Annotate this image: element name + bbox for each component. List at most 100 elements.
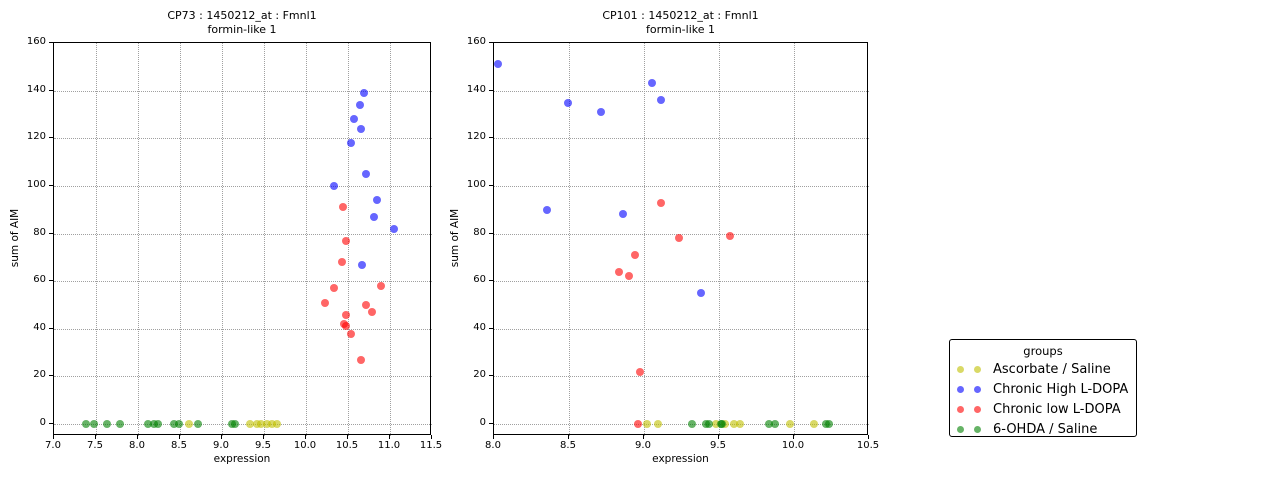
x-tick xyxy=(347,435,348,439)
data-point xyxy=(653,420,662,429)
data-point xyxy=(230,420,239,429)
x-tick xyxy=(793,435,794,439)
data-point xyxy=(102,420,111,429)
y-gridline xyxy=(494,424,869,426)
data-point xyxy=(770,420,779,429)
legend-entry: Ascorbate / Saline xyxy=(950,359,1136,379)
y-gridline xyxy=(54,328,432,330)
data-point xyxy=(635,367,644,376)
y-tick-label: 80 xyxy=(473,226,486,238)
x-tick-label: 11.5 xyxy=(419,440,443,451)
data-point xyxy=(362,170,371,178)
y-gridline xyxy=(494,185,869,187)
y-gridline xyxy=(494,376,869,378)
y-tick xyxy=(49,280,53,282)
x-tick xyxy=(568,435,569,439)
x-tick-label: 7.5 xyxy=(87,440,103,451)
y-gridline xyxy=(54,185,432,187)
x-tick-label: 10.5 xyxy=(335,440,359,451)
y-tick-label: 120 xyxy=(26,131,46,143)
y-tick-label: 80 xyxy=(33,226,46,238)
data-point xyxy=(321,298,330,307)
y-tick-label: 100 xyxy=(466,178,486,190)
data-point xyxy=(619,210,627,219)
data-point xyxy=(625,272,633,281)
data-point xyxy=(154,420,163,429)
x-tick xyxy=(305,435,306,439)
x-gridline xyxy=(222,43,223,436)
y-gridline xyxy=(54,138,432,140)
data-point xyxy=(346,329,355,338)
y-tick xyxy=(489,42,493,43)
plot2-ylabel: sum of AIM xyxy=(449,208,461,268)
y-tick-label: 100 xyxy=(26,178,46,190)
y-gridline xyxy=(494,281,869,283)
y-gridline xyxy=(494,328,869,330)
y-gridline xyxy=(54,376,432,378)
data-point xyxy=(349,115,358,124)
legend-rows: Ascorbate / Saline Chronic High L-DOPA Chr… xyxy=(950,359,1136,439)
data-point xyxy=(257,420,266,429)
data-point xyxy=(725,231,734,240)
y-tick-label: 40 xyxy=(33,321,46,333)
y-gridline xyxy=(54,233,432,235)
plot1-cp73-area xyxy=(53,42,432,436)
x-tick xyxy=(179,435,180,439)
x-tick xyxy=(53,435,54,439)
y-tick xyxy=(489,375,493,377)
y-gridline xyxy=(494,90,869,92)
data-point xyxy=(355,100,364,109)
legend-marker-icon xyxy=(974,385,981,393)
plot2-title: CP101 : 1450212_at : Fmnl1 formin-like 1 xyxy=(493,9,868,37)
data-point xyxy=(329,284,338,293)
legend-marker-icon xyxy=(957,365,964,373)
data-point xyxy=(175,420,184,429)
legend-marker-icon xyxy=(957,405,964,413)
x-tick-label: 11.0 xyxy=(377,440,401,451)
data-point xyxy=(563,98,572,107)
y-tick xyxy=(489,327,493,329)
data-point xyxy=(357,124,366,133)
data-point xyxy=(643,420,651,429)
x-tick xyxy=(263,435,264,439)
data-point xyxy=(697,289,705,298)
x-gridline xyxy=(96,43,97,436)
x-tick xyxy=(643,435,644,439)
data-point xyxy=(81,420,90,429)
data-point xyxy=(115,420,124,429)
legend-entry: Chronic High L-DOPA xyxy=(950,379,1136,399)
y-tick xyxy=(49,375,53,377)
y-tick xyxy=(489,232,493,234)
data-point xyxy=(253,420,262,429)
x-tick-label: 8.0 xyxy=(129,440,145,451)
data-point xyxy=(688,420,696,429)
y-tick-label: 20 xyxy=(33,369,46,381)
data-point xyxy=(338,203,347,212)
x-tick-label: 9.0 xyxy=(635,440,651,451)
legend-entry-label: Chronic High L-DOPA xyxy=(993,381,1129,397)
x-gridline xyxy=(306,43,307,436)
x-tick xyxy=(137,435,138,439)
plot1-title-line1: CP73 : 1450212_at : Fmnl1 xyxy=(167,9,317,22)
x-tick-label: 7.0 xyxy=(45,440,61,451)
data-point xyxy=(764,420,773,429)
y-tick-label: 40 xyxy=(473,321,486,333)
data-point xyxy=(185,420,194,429)
x-tick xyxy=(868,435,869,439)
legend-marker-icon xyxy=(974,425,981,433)
x-gridline xyxy=(264,43,265,436)
x-tick-label: 9.0 xyxy=(213,440,229,451)
data-point xyxy=(542,205,551,214)
plot1-xlabel: expression xyxy=(213,453,271,465)
y-tick xyxy=(49,423,53,425)
x-gridline xyxy=(390,43,391,436)
y-gridline xyxy=(54,90,432,92)
y-tick-label: 0 xyxy=(39,417,46,429)
x-tick-label: 10.5 xyxy=(856,440,880,451)
y-tick xyxy=(489,280,493,282)
data-point xyxy=(614,267,623,276)
data-point xyxy=(785,420,794,429)
y-tick xyxy=(49,327,53,329)
y-tick-label: 160 xyxy=(466,36,486,47)
